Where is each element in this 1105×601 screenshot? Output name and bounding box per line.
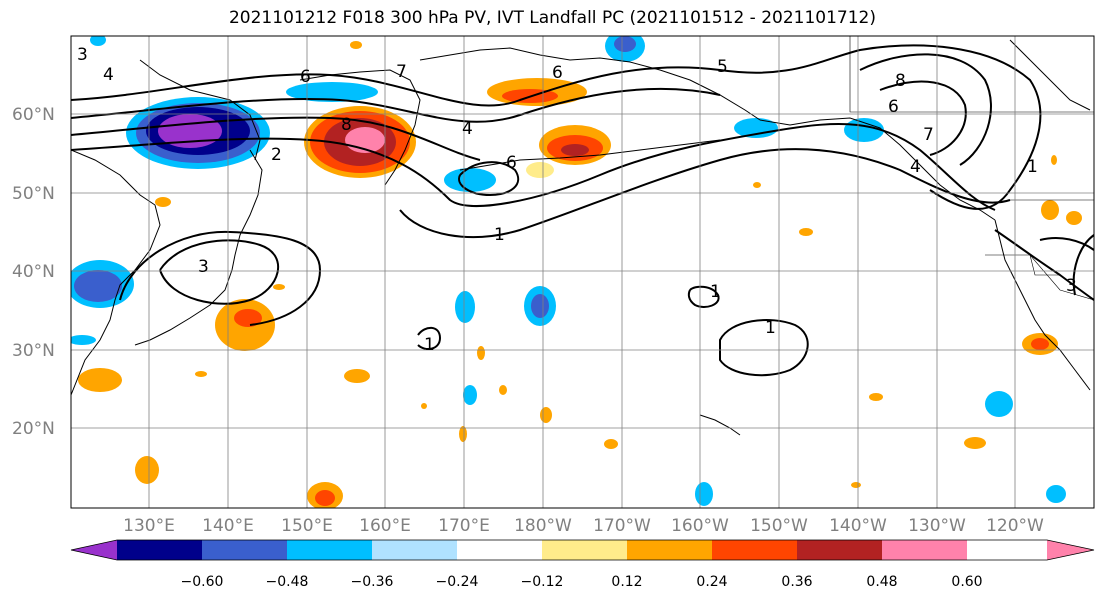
lon-label: 130°W bbox=[908, 516, 966, 536]
contour-label: 1 bbox=[494, 225, 505, 245]
colorbar-tick: −0.24 bbox=[436, 574, 479, 590]
contour-label: 4 bbox=[462, 119, 473, 139]
contour-label: 6 bbox=[300, 67, 311, 87]
contour-label: 1 bbox=[710, 282, 721, 302]
pv-contours bbox=[71, 44, 1094, 377]
lon-label: 170°W bbox=[593, 516, 651, 536]
contour-label: 1 bbox=[1027, 157, 1038, 177]
colorbar-ticks: −0.60 −0.48 −0.36 −0.24 −0.12 0.12 0.24 … bbox=[181, 574, 983, 590]
longitude-labels: 130°E 140°E 150°E 160°E 170°E 180°W 170°… bbox=[123, 516, 1044, 536]
map-frame bbox=[70, 35, 1095, 509]
contour-label: 4 bbox=[910, 157, 921, 177]
coastlines bbox=[71, 39, 1091, 436]
contour-label: 3 bbox=[1066, 276, 1077, 296]
contour-label: 8 bbox=[895, 71, 906, 91]
contour-label: 1 bbox=[424, 335, 435, 355]
colorbar: −0.60 −0.48 −0.36 −0.24 −0.12 0.12 0.24 … bbox=[70, 539, 1095, 590]
lon-label: 180°W bbox=[514, 516, 572, 536]
lat-label: 50°N bbox=[12, 184, 55, 204]
colorbar-extend-low bbox=[71, 540, 117, 560]
lon-label: 120°W bbox=[986, 516, 1044, 536]
colorbar-tick: −0.36 bbox=[351, 574, 394, 590]
lon-label: 130°E bbox=[123, 516, 175, 536]
colorbar-segment bbox=[117, 540, 202, 560]
contour-label: 6 bbox=[888, 97, 899, 117]
contour-label: 1 bbox=[765, 318, 776, 338]
lon-label: 160°E bbox=[359, 516, 411, 536]
lat-label: 30°N bbox=[12, 341, 55, 361]
country-borders bbox=[849, 36, 1094, 301]
colorbar-segment bbox=[287, 540, 372, 560]
colorbar-tick: 0.12 bbox=[611, 574, 642, 590]
lon-label: 150°E bbox=[281, 516, 333, 536]
pv-anomaly-shading bbox=[71, 36, 1082, 508]
colorbar-segment bbox=[882, 540, 967, 560]
lat-label: 60°N bbox=[12, 105, 55, 125]
lat-label: 40°N bbox=[12, 262, 55, 282]
lon-label: 140°E bbox=[202, 516, 254, 536]
lon-label: 170°E bbox=[438, 516, 490, 536]
colorbar-tick: −0.12 bbox=[521, 574, 564, 590]
contour-label: 6 bbox=[552, 63, 563, 83]
colorbar-segment bbox=[457, 540, 542, 560]
latitude-labels: 60°N 50°N 40°N 30°N 20°N bbox=[12, 105, 55, 439]
colorbar-segment bbox=[712, 540, 797, 560]
colorbar-segment bbox=[372, 540, 457, 560]
map-title: 2021101212 F018 300 hPa PV, IVT Landfall… bbox=[228, 8, 876, 28]
contour-label: 8 bbox=[341, 115, 352, 135]
colorbar-tick: 0.60 bbox=[951, 574, 982, 590]
graticule bbox=[71, 36, 1094, 508]
colorbar-tick: −0.48 bbox=[266, 574, 309, 590]
contour-label: 4 bbox=[103, 65, 114, 85]
lon-label: 140°W bbox=[829, 516, 887, 536]
contour-label: 3 bbox=[77, 45, 88, 65]
colorbar-segment bbox=[797, 540, 882, 560]
contour-label: 2 bbox=[271, 145, 282, 165]
lon-label: 160°W bbox=[671, 516, 729, 536]
colorbar-segment bbox=[202, 540, 287, 560]
contour-label: 6 bbox=[506, 153, 517, 173]
colorbar-tick: 0.36 bbox=[781, 574, 812, 590]
colorbar-tick: −0.60 bbox=[181, 574, 224, 590]
lon-label: 150°W bbox=[750, 516, 808, 536]
colorbar-segment bbox=[542, 540, 627, 560]
contour-label: 7 bbox=[923, 125, 934, 145]
colorbar-segment bbox=[627, 540, 712, 560]
colorbar-extend-high bbox=[1047, 540, 1094, 560]
colorbar-tick: 0.24 bbox=[696, 574, 727, 590]
contour-label: 7 bbox=[396, 62, 407, 82]
contour-labels: 4 6 7 8 5 6 8 7 6 4 2 1 6 3 3 1 1 1 1 3 … bbox=[77, 45, 1077, 355]
colorbar-tick: 0.48 bbox=[866, 574, 897, 590]
contour-label: 5 bbox=[717, 57, 728, 77]
contour-label: 3 bbox=[198, 257, 209, 277]
lat-label: 20°N bbox=[12, 419, 55, 439]
